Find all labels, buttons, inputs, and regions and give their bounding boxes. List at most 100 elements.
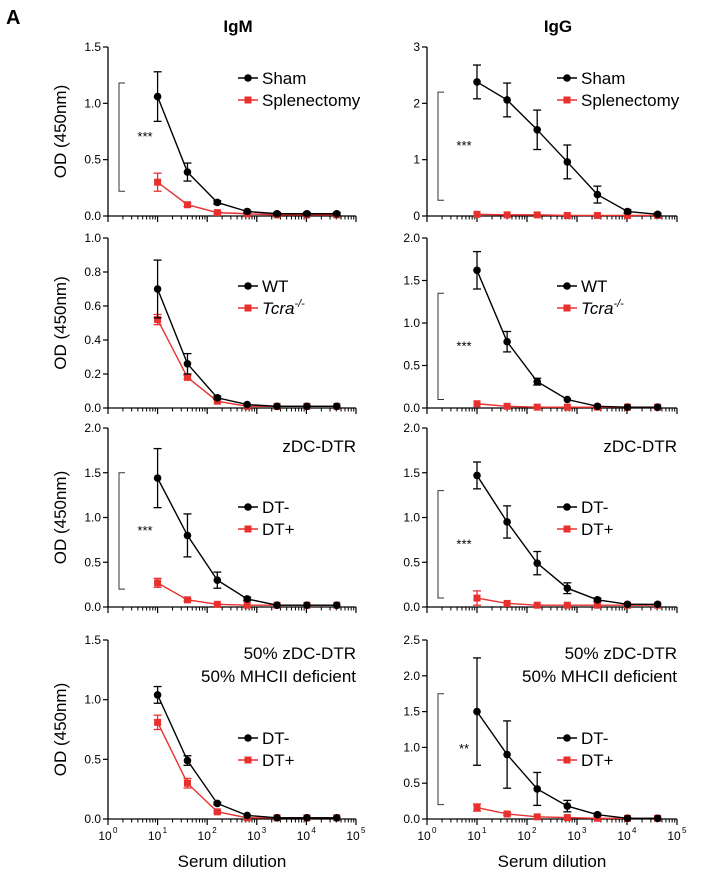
panel-letter: A bbox=[6, 7, 20, 29]
data-point bbox=[503, 96, 511, 104]
series-line bbox=[156, 477, 337, 606]
series-line bbox=[476, 270, 658, 408]
significance-label: *** bbox=[456, 338, 471, 353]
chart-panel-1: 0.0 0.5 1.0 1.5 OD (450nm) *** Sham Splenectomy bbox=[51, 40, 361, 223]
data-point bbox=[273, 402, 281, 411]
y-tick-label: 1.0 bbox=[403, 511, 420, 525]
data-point bbox=[623, 207, 632, 216]
data-point bbox=[183, 779, 191, 787]
data-point bbox=[213, 394, 222, 402]
legend-label: Splenectomy bbox=[581, 91, 680, 110]
legend-label: Sham bbox=[581, 69, 625, 88]
legend-marker bbox=[244, 756, 252, 764]
y-tick-label: 1 bbox=[413, 153, 420, 167]
y-tick-label: 2.0 bbox=[84, 421, 101, 435]
y-tick-label: 1.0 bbox=[84, 511, 101, 525]
y-tick-label: 1.5 bbox=[84, 40, 101, 54]
x-tick-label-exponent: 3 bbox=[262, 826, 267, 835]
significance-label: *** bbox=[137, 523, 152, 538]
significance-label: ** bbox=[459, 741, 469, 756]
data-point bbox=[563, 814, 571, 822]
legend-marker bbox=[563, 503, 571, 511]
data-point bbox=[593, 190, 602, 199]
data-point bbox=[243, 601, 251, 609]
series-2 bbox=[153, 313, 341, 410]
x-tick-label: 10 bbox=[667, 829, 681, 843]
series-1 bbox=[153, 259, 341, 411]
data-point bbox=[503, 402, 511, 410]
data-point bbox=[653, 814, 662, 823]
data-point bbox=[473, 594, 481, 602]
data-point bbox=[503, 750, 511, 759]
series-1 bbox=[473, 250, 662, 411]
data-point bbox=[624, 211, 632, 219]
legend-marker bbox=[563, 756, 571, 764]
data-point bbox=[213, 808, 221, 816]
data-point bbox=[303, 209, 311, 218]
data-point bbox=[243, 811, 251, 820]
data-point bbox=[473, 804, 481, 812]
data-point bbox=[653, 403, 662, 411]
data-point bbox=[473, 210, 481, 218]
x-tick-label: 10 bbox=[517, 829, 531, 843]
legend-marker bbox=[244, 525, 252, 533]
y-tick-label: 1.0 bbox=[84, 96, 101, 110]
legend-label: DT- bbox=[262, 729, 289, 748]
y-tick-label: 0.5 bbox=[84, 752, 101, 766]
significance-label: *** bbox=[137, 129, 152, 144]
chart-panel-4: 0.0 0.5 1.0 1.5 2.0 *** WT Tcra-/- bbox=[403, 231, 678, 415]
y-tick-label: 1.0 bbox=[403, 316, 420, 330]
data-point bbox=[563, 211, 571, 219]
y-tick-label: 0.0 bbox=[403, 401, 420, 415]
panel-annotation: 50% zDC-DTR bbox=[565, 644, 677, 663]
y-axis-label: OD (450nm) bbox=[51, 85, 70, 179]
legend-marker bbox=[563, 282, 571, 290]
significance-bracket bbox=[437, 693, 444, 806]
legend-label-superscript: -/- bbox=[294, 298, 305, 310]
chart-panel-3: 0.0 0.2 0.4 0.6 0.8 1.0 OD (450nm) WT Tcra-/- bbox=[51, 231, 357, 415]
significance-bracket bbox=[437, 292, 444, 400]
y-tick-label: 0.8 bbox=[84, 265, 101, 279]
series-1 bbox=[473, 64, 662, 219]
data-point bbox=[153, 691, 162, 699]
y-tick-label: 0.5 bbox=[403, 776, 420, 790]
column-title-igm: IgM bbox=[223, 17, 252, 36]
y-tick-label: 2.0 bbox=[403, 669, 420, 683]
data-point bbox=[273, 601, 281, 610]
data-point bbox=[183, 373, 191, 381]
data-point bbox=[533, 377, 542, 386]
y-tick-label: 0.2 bbox=[84, 367, 101, 381]
y-tick-label: 1.5 bbox=[84, 466, 101, 480]
data-point bbox=[473, 400, 481, 408]
y-tick-label: 0 bbox=[413, 209, 420, 223]
significance-bracket bbox=[118, 82, 125, 192]
data-point bbox=[243, 207, 251, 216]
panel-annotation-2: 50% MHCII deficient bbox=[201, 667, 356, 686]
y-tick-label: 1.0 bbox=[84, 231, 101, 245]
significance-label: *** bbox=[456, 138, 471, 153]
series-line bbox=[156, 96, 337, 215]
data-point bbox=[183, 201, 191, 209]
data-point bbox=[273, 209, 281, 218]
legend-label: DT- bbox=[262, 498, 289, 517]
y-tick-label: 1.5 bbox=[403, 705, 420, 719]
data-point bbox=[563, 584, 572, 593]
data-point bbox=[533, 403, 541, 411]
legend-marker bbox=[563, 734, 571, 742]
x-tick-label: 10 bbox=[297, 829, 311, 843]
x-tick-label-exponent: 4 bbox=[632, 826, 637, 835]
series-1 bbox=[473, 461, 662, 609]
panel-annotation: zDC-DTR bbox=[603, 437, 677, 456]
legend-label: WT bbox=[262, 277, 288, 296]
legend-label: Splenectomy bbox=[262, 91, 361, 110]
data-point bbox=[473, 707, 481, 716]
data-point bbox=[533, 601, 541, 609]
chart-panel-6: 0.0 0.5 1.0 1.5 2.0 *** zDC-DTR DT- DT+ bbox=[403, 421, 678, 614]
data-point bbox=[653, 600, 662, 609]
x-tick-label: 10 bbox=[617, 829, 631, 843]
legend-label: WT bbox=[581, 277, 607, 296]
data-point bbox=[533, 785, 542, 793]
y-axis-label: OD (450nm) bbox=[51, 471, 70, 565]
data-point bbox=[503, 518, 511, 526]
